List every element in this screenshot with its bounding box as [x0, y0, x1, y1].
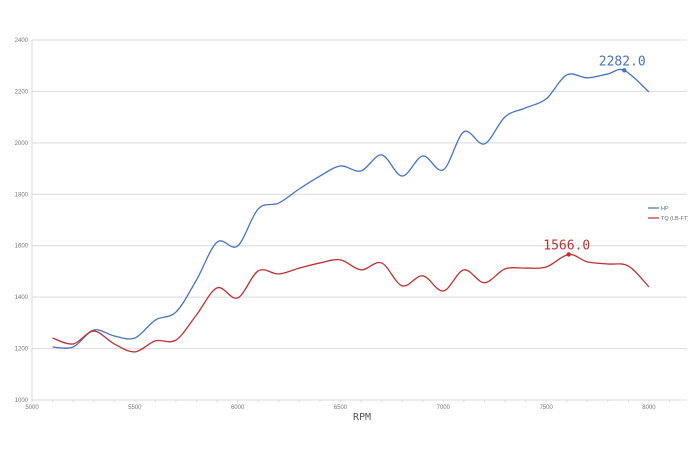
y-tick-label: 1600 — [15, 244, 29, 250]
torque-line — [52, 253, 650, 353]
x-tick-label: 6000 — [231, 405, 245, 411]
torque-peak-marker — [566, 252, 571, 257]
y-tick-label: 2000 — [15, 141, 29, 147]
y-tick-label: 1400 — [15, 295, 29, 301]
torque-peak-label: 1566.0 — [543, 238, 590, 253]
legend: HP TQ (LB-FT) — [648, 206, 688, 222]
x-tick-label: 7000 — [437, 405, 451, 411]
x-axis-title: RPM — [353, 412, 371, 423]
y-tick-label: 1200 — [15, 347, 29, 353]
hp-peak-marker — [622, 68, 627, 73]
y-tick-label: 1000 — [15, 398, 29, 404]
x-tick-label: 7500 — [539, 405, 553, 411]
x-tick-label: 6500 — [334, 405, 348, 411]
y-tick-label: 2200 — [15, 89, 29, 95]
y-tick-label: 2400 — [15, 38, 29, 44]
hp-legend-label: HP — [661, 206, 669, 212]
gridlines — [31, 39, 687, 402]
x-tick-label: 5500 — [128, 405, 142, 411]
torque-legend-label: TQ (LB-FT) — [661, 216, 688, 222]
hp-peak-label: 2282.0 — [599, 54, 646, 69]
x-axis-ticks: 5000 5500 6000 6500 7000 7500 8000 — [25, 405, 656, 411]
hp-line — [52, 68, 650, 349]
y-axis-ticks: 1000 1200 1400 1600 1800 2000 2200 2400 — [15, 38, 29, 404]
y-tick-label: 1800 — [15, 192, 29, 198]
x-tick-label: 8000 — [642, 405, 656, 411]
series-lines: 2282.0 1566.0 — [52, 54, 650, 353]
x-tick-label: 5000 — [25, 405, 39, 411]
